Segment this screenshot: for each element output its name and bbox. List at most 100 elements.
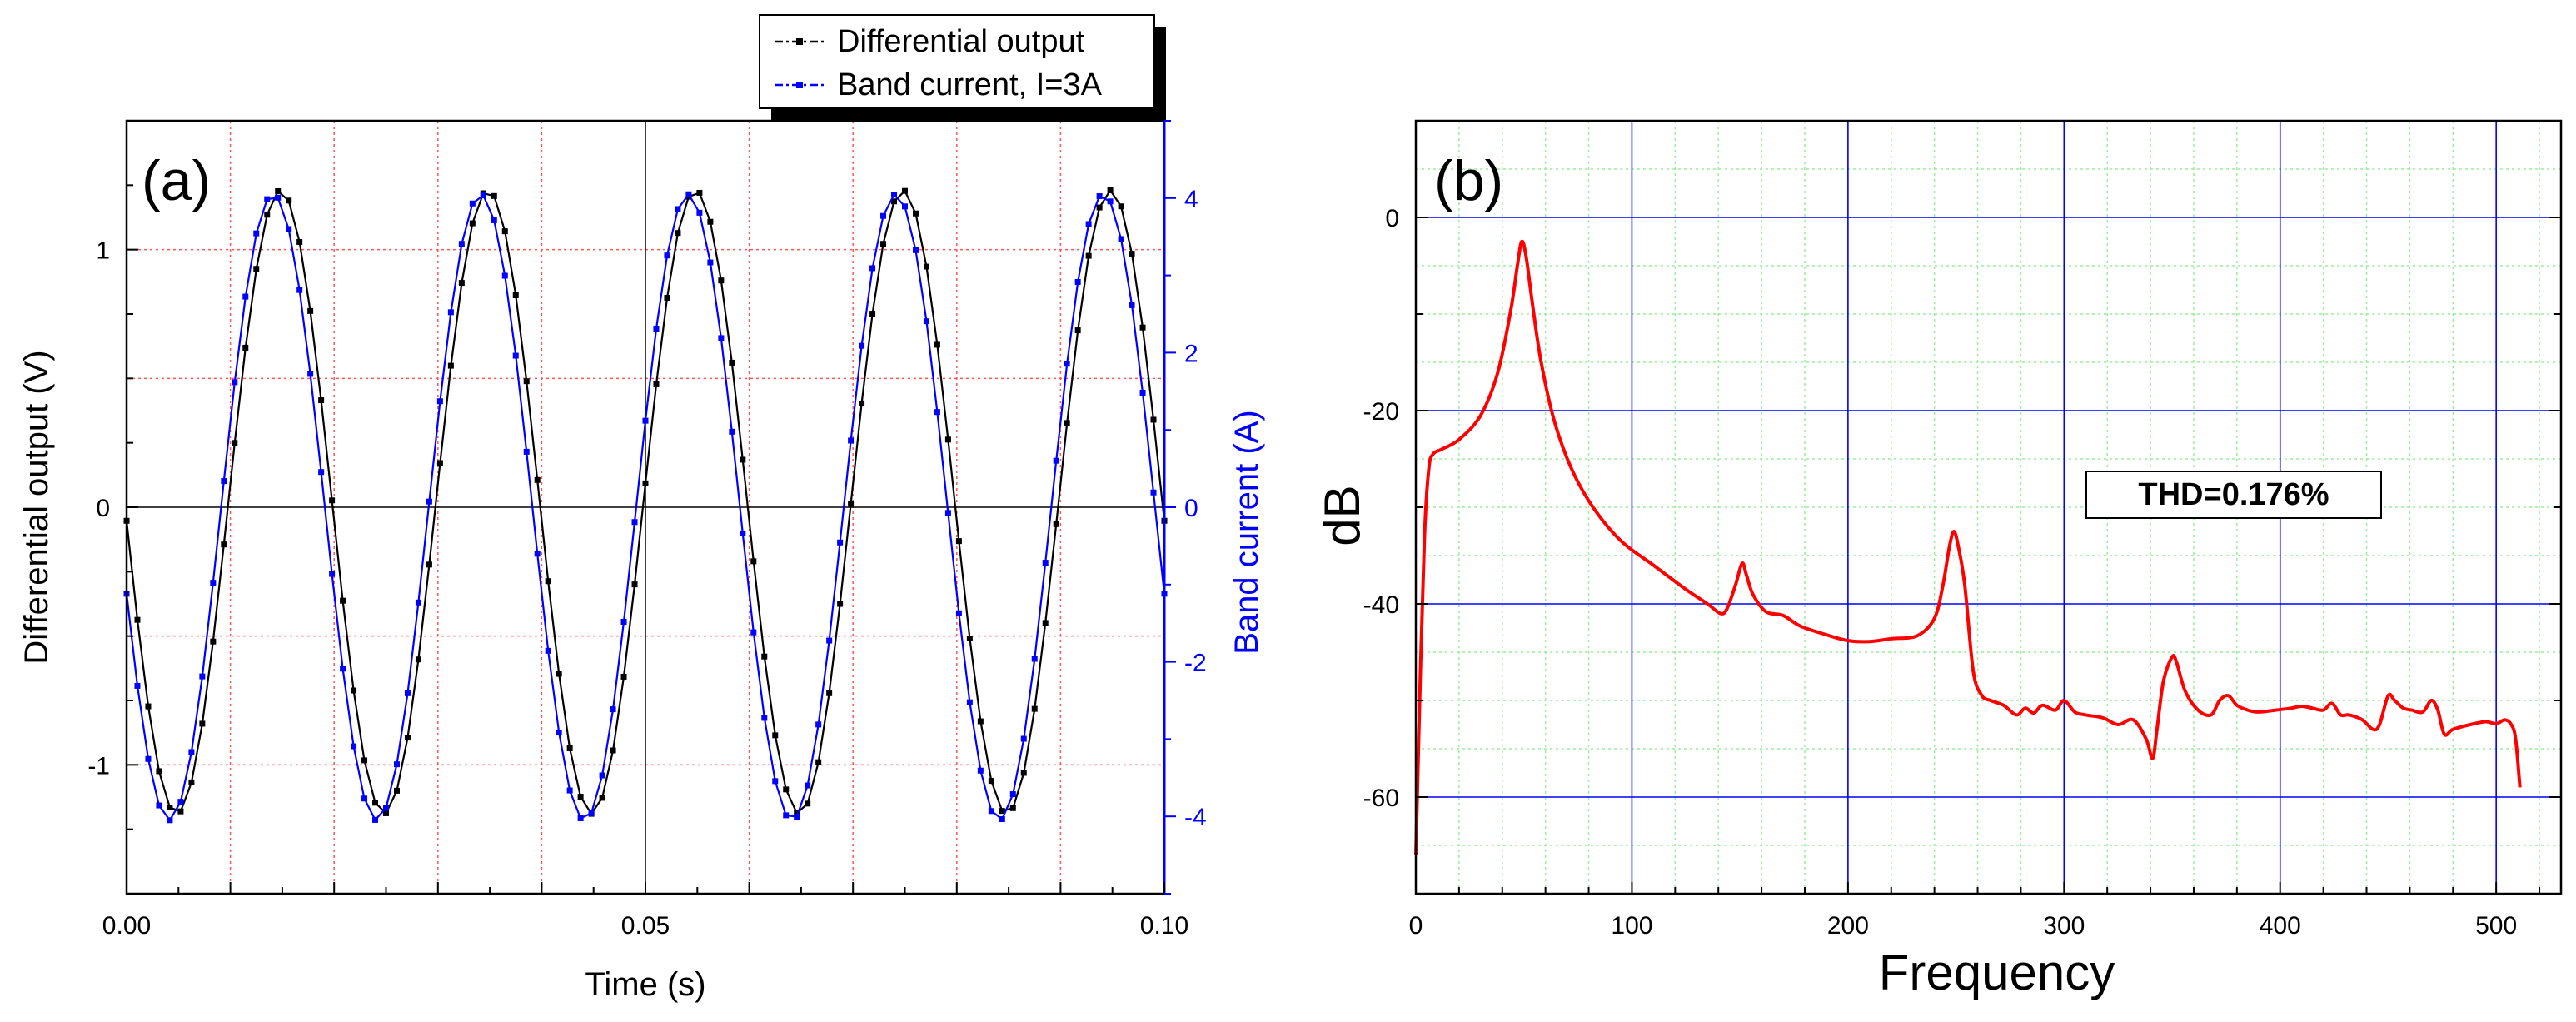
data-point-band-current	[1129, 302, 1135, 308]
data-point-differential-output	[1074, 327, 1081, 334]
data-point-differential-output	[944, 436, 951, 443]
data-point-band-current	[577, 815, 584, 821]
data-point-differential-output	[729, 359, 735, 366]
data-point-differential-output	[1129, 251, 1135, 257]
data-point-band-current	[566, 787, 573, 794]
data-point-differential-output	[523, 378, 530, 385]
data-point-differential-output	[577, 794, 584, 800]
data-point-differential-output	[1107, 187, 1114, 194]
data-point-differential-output	[912, 210, 919, 217]
data-point-differential-output	[469, 220, 476, 227]
data-point-differential-output	[501, 228, 508, 235]
data-point-differential-output	[1042, 620, 1049, 626]
data-point-differential-output	[999, 808, 1005, 815]
data-point-differential-output	[232, 440, 238, 446]
panel-a: 0.00 0.05 0.10 -1 0 1 -4 -2 0 2 4 (a) Time (s) Dif…	[18, 14, 1265, 1003]
data-point-differential-output	[826, 690, 833, 696]
data-point-band-current	[318, 469, 325, 476]
thd-annotation-box	[2085, 471, 2382, 519]
data-point-differential-output	[415, 656, 421, 663]
data-point-band-current	[1031, 656, 1038, 662]
data-point-band-current	[675, 206, 681, 212]
data-point-band-current	[631, 519, 638, 526]
data-point-differential-output	[491, 192, 497, 199]
data-point-differential-output	[1150, 416, 1157, 423]
data-point-differential-output	[361, 757, 368, 764]
legend: Differential output Band current, I=3A	[759, 14, 1166, 120]
data-point-differential-output	[1064, 420, 1070, 426]
data-point-differential-output	[923, 263, 929, 270]
data-point-band-current	[664, 252, 670, 259]
data-point-differential-output	[210, 638, 217, 645]
data-point-band-current	[1020, 735, 1027, 742]
data-point-band-current	[253, 230, 260, 237]
data-point-differential-output	[955, 538, 962, 545]
data-point-band-current	[491, 217, 497, 223]
data-point-differential-output	[545, 578, 551, 585]
data-point-band-current	[966, 699, 973, 705]
data-point-differential-output	[966, 636, 973, 642]
data-point-differential-output	[1009, 805, 1016, 811]
data-point-band-current	[599, 772, 605, 779]
data-point-differential-output	[848, 501, 855, 507]
data-point-differential-output	[134, 616, 141, 623]
data-point-band-current	[512, 352, 519, 359]
data-point-band-current	[307, 371, 314, 377]
data-point-band-current	[286, 226, 292, 232]
y2-tick-label: 0	[1184, 495, 1198, 522]
data-point-band-current	[242, 293, 249, 300]
data-point-band-current	[523, 448, 530, 455]
data-point-band-current	[685, 191, 692, 197]
data-point-band-current	[1042, 560, 1049, 566]
y-tick-label: -20	[1363, 398, 1399, 426]
data-point-differential-output	[253, 266, 260, 272]
data-point-differential-output	[707, 218, 714, 225]
y-tick-label: 0	[1385, 205, 1399, 232]
data-point-band-current	[404, 690, 411, 696]
y2-tick-label: -2	[1184, 650, 1207, 677]
data-point-differential-output	[891, 198, 898, 205]
data-point-band-current	[955, 610, 962, 616]
legend-marker	[796, 38, 803, 45]
data-point-band-current	[329, 571, 336, 577]
panel-a-ticks: 0.00 0.05 0.10 -1 0 1 -4 -2 0 2 4	[87, 120, 1207, 940]
data-point-band-current	[805, 782, 811, 789]
data-point-band-current	[588, 810, 595, 816]
data-point-band-current	[340, 666, 346, 672]
data-point-differential-output	[1053, 521, 1059, 527]
data-point-band-current	[880, 212, 887, 219]
data-point-band-current	[415, 599, 421, 606]
data-point-differential-output	[837, 601, 844, 607]
panel-a-y-axis-label: Differential output (V)	[18, 350, 55, 664]
x-tick-label: 0.05	[621, 912, 670, 940]
data-point-band-current	[1096, 193, 1103, 200]
data-point-band-current	[156, 802, 162, 809]
data-point-band-current	[199, 673, 206, 680]
data-point-differential-output	[199, 720, 206, 727]
data-point-differential-output	[653, 381, 660, 387]
data-point-differential-output	[242, 344, 249, 351]
data-point-band-current	[426, 498, 432, 505]
data-point-band-current	[999, 816, 1005, 823]
y2-tick-label: 2	[1184, 340, 1198, 367]
data-point-differential-output	[718, 277, 725, 284]
data-point-band-current	[891, 192, 898, 198]
data-point-band-current	[393, 761, 400, 768]
data-point-band-current	[848, 437, 855, 444]
data-point-band-current	[296, 287, 303, 293]
data-point-differential-output	[620, 673, 627, 680]
data-point-band-current	[556, 730, 562, 736]
data-point-band-current	[275, 194, 282, 201]
data-point-differential-output	[566, 745, 573, 752]
data-point-differential-output	[805, 800, 811, 807]
data-point-differential-output	[275, 187, 282, 194]
legend-symbol-band-current	[775, 82, 825, 88]
data-point-differential-output	[177, 808, 184, 815]
data-point-differential-output	[869, 311, 876, 317]
data-point-differential-output	[1118, 203, 1124, 210]
data-point-band-current	[826, 637, 833, 644]
data-point-differential-output	[458, 280, 465, 287]
data-point-band-current	[1074, 278, 1081, 285]
data-point-band-current	[783, 812, 790, 819]
y-tick-label: 1	[96, 237, 110, 265]
